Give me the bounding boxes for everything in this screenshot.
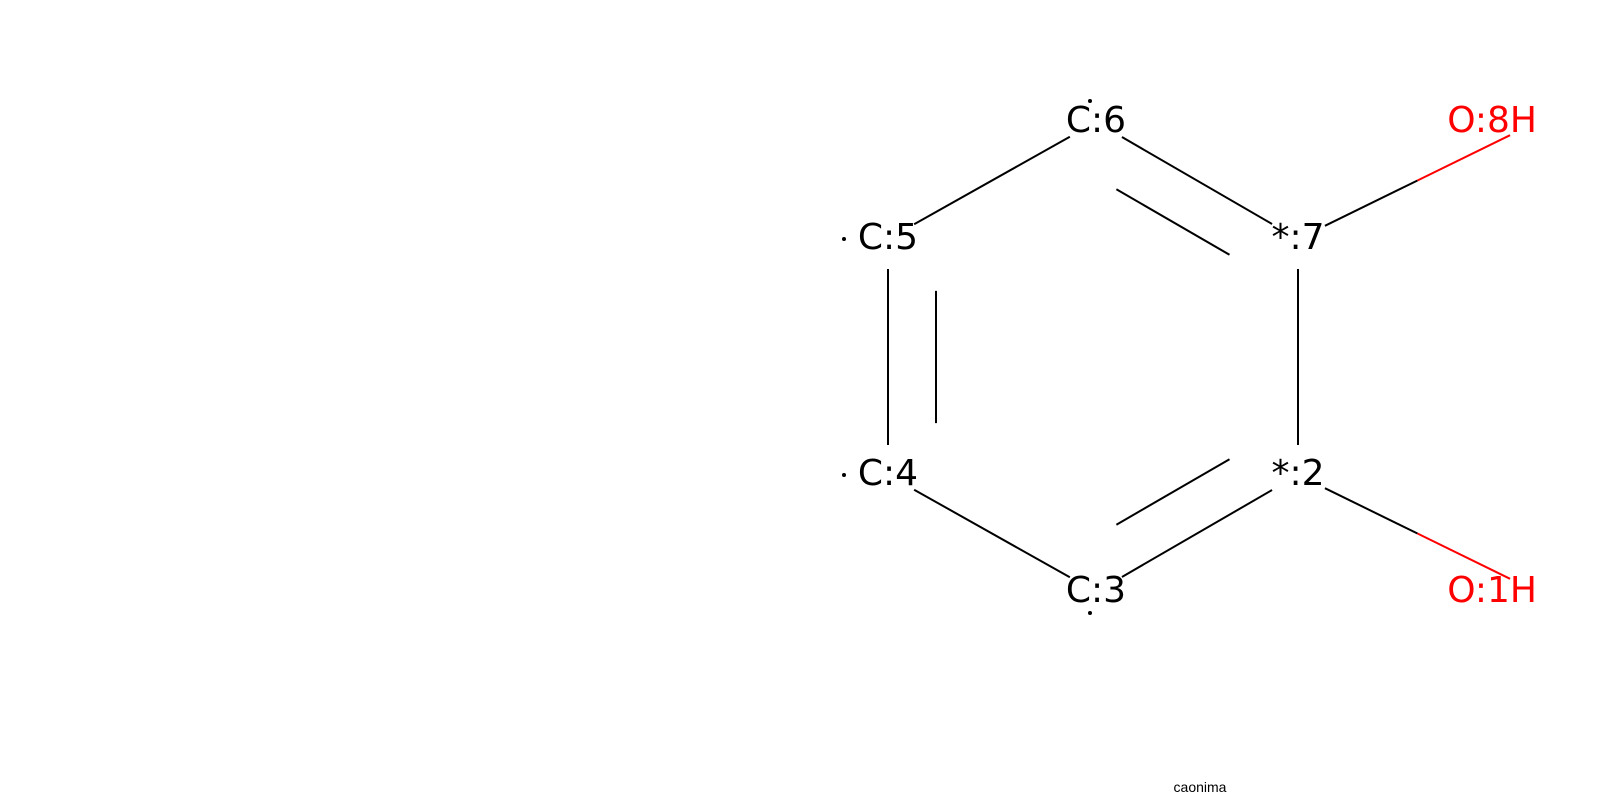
bond-a2-c3 xyxy=(1121,489,1273,578)
radical-dot-c6 xyxy=(1088,99,1092,103)
radical-dot-c4 xyxy=(842,473,846,477)
bond-a7-o8-a xyxy=(1324,179,1418,227)
atom-group: C:6 *:7 *:2 C:3 C:4 C:5 O:8H O:1H xyxy=(842,99,1537,615)
bond-c5-c6 xyxy=(913,135,1071,226)
atom-label-a2: *:2 xyxy=(1271,453,1324,494)
bond-c3-c4 xyxy=(913,488,1071,579)
bond-c6-a7 xyxy=(1121,136,1273,225)
atom-label-c4: C:4 xyxy=(858,453,918,494)
radical-dot-c3 xyxy=(1088,611,1092,615)
bond-a2-o1-a xyxy=(1324,487,1418,535)
atom-label-c5: C:5 xyxy=(858,217,918,258)
bond-a7-o8-b xyxy=(1417,134,1511,182)
diagram-caption: caonima xyxy=(1174,779,1227,795)
atom-label-c3: C:3 xyxy=(1066,570,1126,611)
bond-a2-o1-b xyxy=(1417,532,1511,580)
bond-group xyxy=(887,134,1511,580)
bond-c6-a7-inner xyxy=(1115,188,1231,256)
atom-label-c6: C:6 xyxy=(1066,100,1126,141)
bond-a2-c3-inner xyxy=(1115,458,1231,526)
atom-label-o8: O:8H xyxy=(1447,100,1537,141)
radical-dot-c5 xyxy=(842,237,846,241)
atom-label-o1: O:1H xyxy=(1447,570,1537,611)
atom-label-a7: *:7 xyxy=(1271,217,1324,258)
